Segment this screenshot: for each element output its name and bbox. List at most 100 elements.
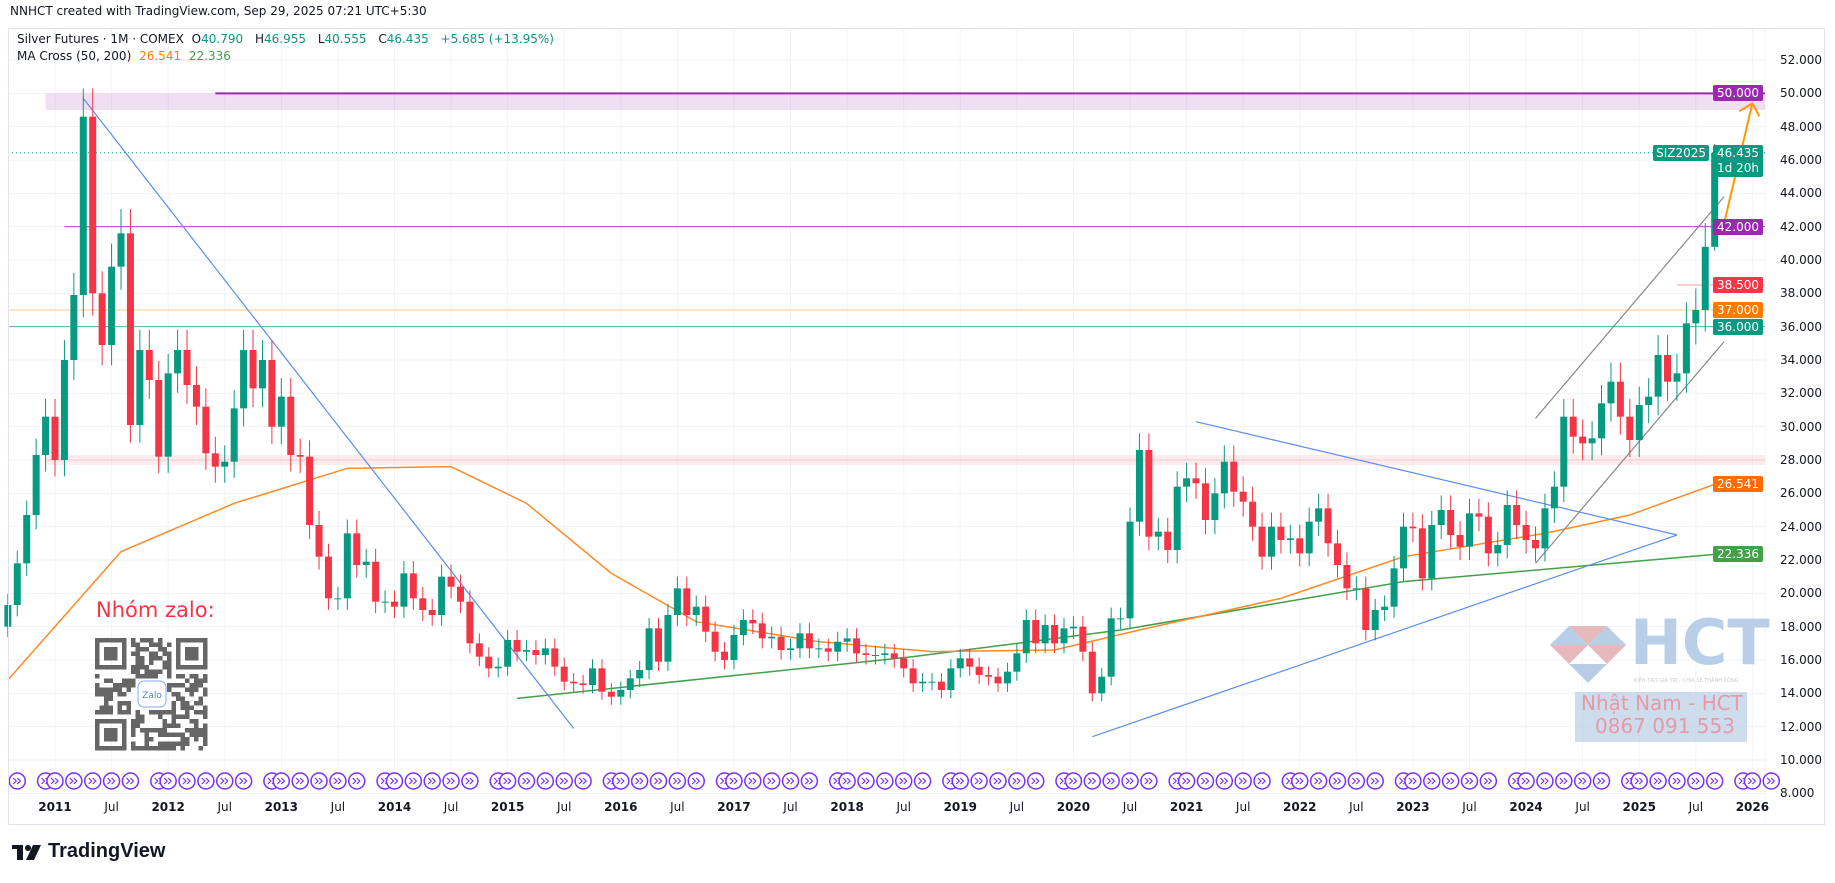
candle-body[interactable] [428,610,436,616]
candle-body[interactable] [1701,246,1709,311]
event-marker-icon[interactable] [989,772,1007,790]
candle-body[interactable] [306,456,314,526]
event-marker-icon[interactable] [1291,772,1309,790]
candle-body[interactable] [334,598,342,600]
event-marker-icon[interactable] [970,772,988,790]
event-marker-icon[interactable] [1555,772,1573,790]
candle-body[interactable] [13,563,21,606]
candle-body[interactable] [1484,516,1492,554]
candle-body[interactable] [1579,436,1587,444]
candle-body[interactable] [1032,620,1040,644]
candle-body[interactable] [1711,152,1719,247]
candle-body[interactable] [1060,628,1068,644]
candle-body[interactable] [409,573,417,599]
candle-body[interactable] [1296,538,1304,554]
ma-cross-label[interactable]: MA Cross (50, 200) [17,49,132,63]
candle-body[interactable] [108,266,116,346]
event-marker-icon[interactable] [612,772,630,790]
candle-body[interactable] [636,670,644,679]
candle-body[interactable] [249,350,257,389]
event-marker-icon[interactable] [1177,772,1196,790]
candle-body[interactable] [673,588,681,616]
candle-body[interactable] [1041,625,1049,644]
event-marker-icon[interactable] [348,772,366,790]
candle-body[interactable] [353,533,361,566]
candle-body[interactable] [466,601,474,644]
candle-body[interactable] [1126,521,1134,619]
candle-body[interactable] [541,648,549,656]
event-marker-icon[interactable] [385,772,404,790]
candle-body[interactable] [1409,526,1417,529]
candle-body[interactable] [1051,625,1059,644]
event-marker-icon[interactable] [1102,772,1120,790]
candle-body[interactable] [390,601,398,607]
event-marker-icon[interactable] [517,772,536,790]
candle-body[interactable] [607,691,615,697]
event-marker-icon[interactable] [1687,772,1705,790]
event-marker-icon[interactable] [1441,772,1460,790]
event-marker-icon[interactable] [762,772,781,790]
tradingview-logo[interactable]: TradingView [12,840,165,863]
candle-body[interactable] [1267,526,1275,557]
candle-body[interactable] [815,648,823,650]
event-marker-icon[interactable] [1083,772,1102,790]
candle-body[interactable] [1635,405,1643,441]
event-marker-icon[interactable] [1196,772,1215,790]
event-marker-icon[interactable] [215,772,234,790]
candle-body[interactable] [1550,486,1558,509]
event-marker-icon[interactable] [1668,772,1686,790]
candle-body[interactable] [947,668,955,691]
event-marker-icon[interactable] [1215,772,1234,790]
candle-body[interactable] [1117,618,1125,620]
candle-body[interactable] [1437,510,1445,526]
event-marker-icon[interactable] [630,772,649,790]
candle-body[interactable] [1192,478,1200,484]
event-marker-icon[interactable] [1008,772,1026,790]
candle-body[interactable] [853,638,861,654]
candle-body[interactable] [268,360,276,427]
event-marker-icon[interactable] [291,772,309,790]
event-marker-icon[interactable] [159,772,177,790]
event-marker-icon[interactable] [498,772,517,790]
candle-body[interactable] [1022,620,1030,654]
candle-body[interactable] [532,650,540,656]
candle-body[interactable] [1315,508,1323,522]
event-marker-icon[interactable] [913,772,932,790]
candle-body[interactable] [1088,651,1096,694]
candle-body[interactable] [843,638,851,642]
candle-body[interactable] [164,373,172,457]
candle-body[interactable] [1503,505,1511,546]
candle-body[interactable] [145,350,153,381]
candle-body[interactable] [1211,493,1219,521]
candle-body[interactable] [1286,538,1294,541]
candle-body[interactable] [881,653,889,656]
candle-body[interactable] [1220,461,1228,494]
event-marker-icon[interactable] [1253,772,1271,790]
candle-body[interactable] [155,380,163,457]
candle-body[interactable] [240,350,248,409]
candle-body[interactable] [1399,526,1407,569]
event-marker-icon[interactable] [1026,772,1045,790]
event-marker-icon[interactable] [876,772,894,790]
candle-body[interactable] [805,633,813,649]
candle-body[interactable] [551,648,559,667]
event-marker-icon[interactable] [234,772,253,790]
candle-body[interactable] [277,396,285,427]
candle-body[interactable] [966,658,974,667]
event-marker-icon[interactable] [1536,772,1554,790]
candle-body[interactable] [1598,403,1606,439]
candle-body[interactable] [89,116,97,294]
event-marker-icon[interactable] [1140,772,1158,790]
candle-body[interactable] [1532,540,1540,549]
event-marker-icon[interactable] [461,772,479,790]
candle-body[interactable] [919,681,927,684]
candle-body[interactable] [315,525,323,557]
candle-body[interactable] [1249,501,1257,527]
candle-body[interactable] [692,606,700,616]
candle-body[interactable] [1305,521,1313,554]
event-marker-icon[interactable] [1479,772,1498,790]
candle-body[interactable] [1588,438,1596,444]
candle-body[interactable] [485,656,493,669]
candle-body[interactable] [928,681,936,683]
event-marker-icon[interactable] [1404,772,1422,790]
